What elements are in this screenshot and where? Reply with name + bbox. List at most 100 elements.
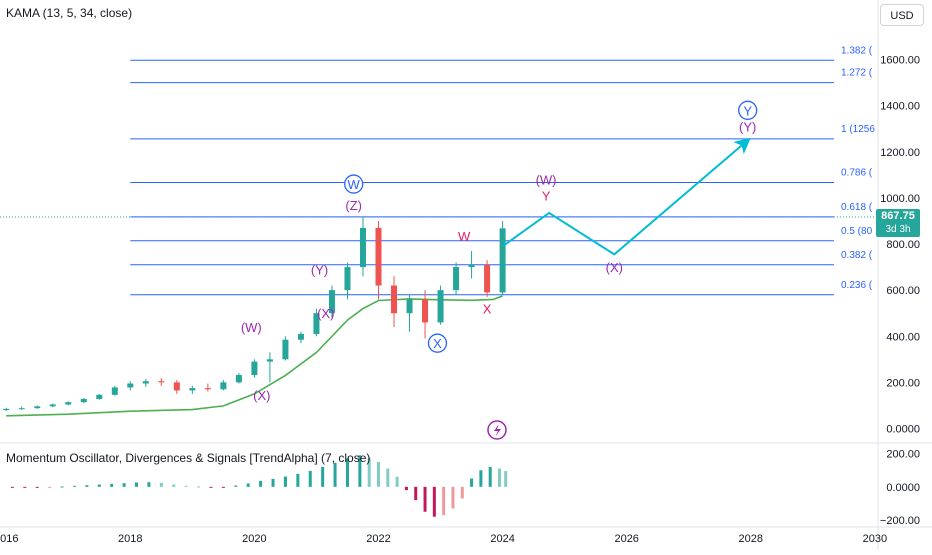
fib-level-label: 1 (1256	[841, 124, 875, 135]
price-tick-label: 400.00	[886, 331, 920, 343]
wave-label[interactable]: (X)	[253, 388, 270, 403]
wave-label[interactable]: (X)	[606, 260, 623, 275]
oscillator-bar	[442, 486, 446, 516]
oscillator-bar	[159, 482, 163, 487]
candle-body	[220, 382, 227, 390]
price-tick-label: 0.0000	[886, 423, 920, 435]
time-tick-label: 2024	[490, 533, 514, 545]
oscillator-bar	[451, 486, 455, 509]
time-tick-label: 2016	[0, 533, 18, 545]
last-price-badge: 867.75 3d 3h	[876, 209, 920, 237]
oscillator-bar	[48, 486, 52, 488]
oscillator-bar	[72, 485, 76, 487]
wave-label-circle	[344, 174, 364, 194]
candle-body	[359, 227, 366, 268]
oscillator-bar	[377, 461, 381, 487]
wave-label[interactable]: (Y)	[739, 119, 756, 134]
oscillator-bar	[209, 486, 213, 488]
oscillator-bar	[60, 486, 64, 488]
oscillator-bar	[234, 485, 238, 487]
oscillator-bar	[414, 486, 418, 501]
oscillator-bar	[404, 486, 408, 491]
candle-body	[49, 404, 56, 407]
wave-label[interactable]: (Z)	[345, 198, 362, 213]
wave-label[interactable]: (W)	[536, 172, 557, 187]
candle-body	[127, 383, 134, 388]
oscillator-bar	[10, 486, 14, 488]
oscillator-bar	[504, 471, 508, 487]
candle-body	[391, 285, 398, 314]
fib-retracement[interactable]: 1.382 (1.272 (1 (1256 0.786 (0.618 (0.5 (…	[130, 45, 875, 296]
candle-body	[282, 339, 289, 360]
oscillator-bar	[460, 486, 464, 499]
oscillator-bar	[97, 484, 101, 487]
wave-label[interactable]: W	[348, 177, 361, 192]
time-tick-label: 2018	[118, 533, 142, 545]
time-axis[interactable]: 2016 2018 2020 2022 2024 2026 2028 2030	[0, 533, 887, 545]
oscillator-bar	[423, 486, 427, 512]
price-tick-label: 1600.00	[880, 55, 920, 67]
price-axis[interactable]: 1600.00 1400.00 1200.00 1000.00 800.00 600.00…	[880, 55, 920, 436]
wave-label[interactable]: Y	[743, 103, 752, 118]
fib-level-label: 0.618 (	[841, 202, 873, 213]
candle-body	[251, 361, 258, 375]
oscillator-bar	[333, 462, 337, 487]
bar-countdown: 3d 3h	[885, 224, 911, 235]
oscillator-bar	[197, 486, 201, 488]
oscillator-bar	[386, 468, 390, 487]
time-tick-label: 2022	[366, 533, 390, 545]
wave-label[interactable]: W	[458, 229, 471, 244]
oscillator-bar	[147, 482, 151, 487]
candle-body	[422, 299, 429, 323]
candle-body	[484, 264, 491, 293]
price-tick-label: 1400.00	[880, 101, 920, 113]
candle-body	[235, 374, 242, 383]
projection-arrow[interactable]	[502, 137, 751, 256]
candle-body	[142, 381, 149, 384]
oscillator-tick-label: 0.0000	[886, 482, 920, 494]
oscillator-bar	[296, 473, 300, 487]
oscillator-axis[interactable]: 200.00 0.0000 −200.00	[880, 449, 920, 527]
time-tick-label: 2028	[739, 533, 763, 545]
candle-body	[437, 290, 444, 323]
oscillator-bar	[246, 483, 250, 487]
wave-label[interactable]: Y	[542, 189, 551, 204]
time-tick-label: 2030	[863, 533, 887, 545]
oscillator-title[interactable]: Momentum Oscillator, Divergences & Signa…	[6, 451, 371, 465]
oscillator-bar	[172, 484, 176, 487]
wave-label[interactable]: X	[483, 302, 492, 317]
wave-labels[interactable]: W(Z)(Y)(X)(W)(X)WXX(W)Y(X)Y(Y)	[241, 100, 758, 403]
candle-body	[3, 408, 10, 411]
oscillator-bar	[135, 482, 139, 487]
wave-label[interactable]: (Y)	[311, 262, 328, 277]
candle-body	[344, 267, 351, 291]
oscillator-tick-label: −200.00	[880, 515, 920, 527]
wave-label[interactable]: (W)	[241, 320, 262, 335]
last-price-value: 867.75	[881, 210, 915, 222]
fib-level-label: 0.382 (	[841, 250, 873, 261]
wave-label[interactable]: (X)	[317, 306, 334, 321]
oscillator-bar	[283, 476, 287, 487]
candle-body	[313, 313, 320, 334]
oscillator-bar	[358, 455, 362, 487]
wave-label[interactable]: X	[433, 336, 442, 351]
oscillator-bar	[184, 485, 188, 487]
projection-path[interactable]	[502, 137, 751, 256]
oscillator-bar	[321, 466, 325, 487]
price-tick-label: 1000.00	[880, 193, 920, 205]
flash-icon[interactable]	[487, 420, 507, 440]
candle-body	[297, 333, 304, 340]
candle-body	[204, 388, 211, 390]
candle-body	[173, 382, 180, 391]
candle-body	[189, 388, 196, 391]
oscillator-bar	[488, 466, 492, 487]
price-tick-label: 1200.00	[880, 147, 920, 159]
price-tick-label: 200.00	[886, 377, 920, 389]
price-tick-label: 800.00	[886, 239, 920, 251]
currency-button[interactable]: USD	[880, 4, 924, 26]
indicator-title[interactable]: KAMA (13, 5, 34, close)	[6, 6, 133, 20]
oscillator-bar	[395, 476, 399, 487]
oscillator-bar	[479, 470, 483, 487]
